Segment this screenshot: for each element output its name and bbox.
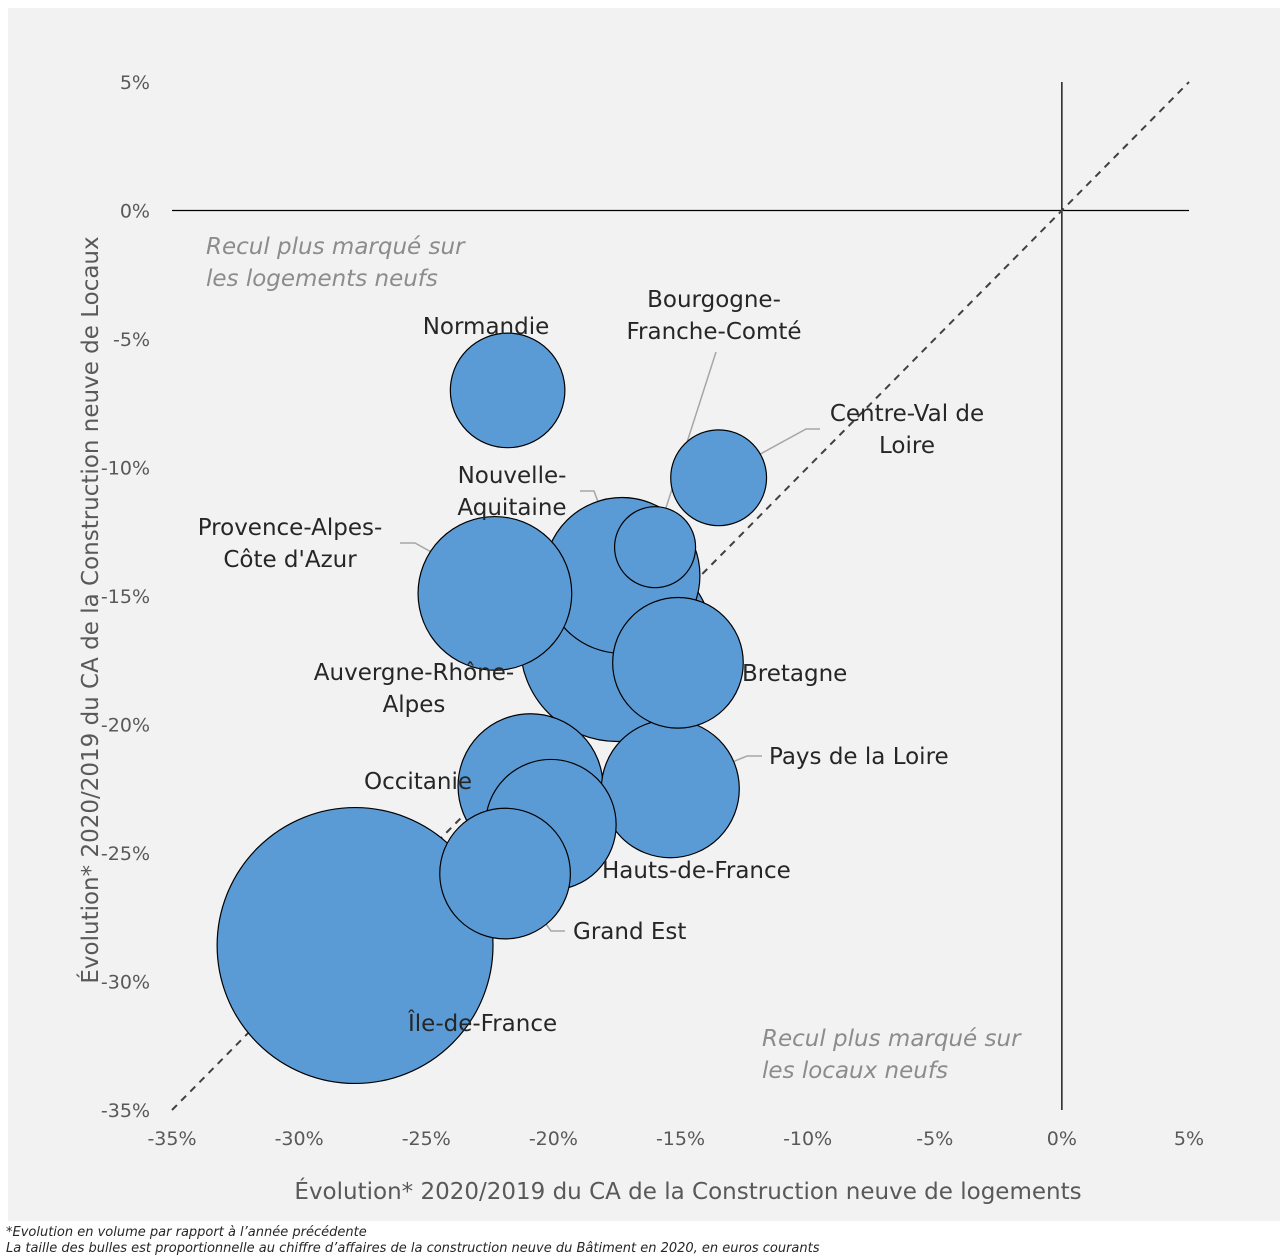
y-tick-label: -30% (101, 972, 150, 994)
region-bubble (216, 806, 494, 1085)
region-label: Occitanie (364, 769, 472, 795)
quadrant-annotation: Recul plus marqué sur (206, 234, 466, 260)
region-label: Aquitaine (457, 495, 566, 521)
footnote-bubble-size: La taille des bulles est proportionnelle… (6, 1241, 820, 1256)
region-bubble (612, 596, 744, 729)
region-label: Grand Est (573, 919, 686, 945)
labels-layer: Normandie Bourgogne- Franche-Comté Centre-V… (198, 287, 984, 1037)
region-label: Côte d'Azur (223, 547, 357, 573)
region-label: Bretagne (742, 661, 847, 687)
x-tick-label: -25% (402, 1128, 451, 1150)
region-bubble (449, 332, 566, 449)
ticks-layer: -35% -30% -25% -20% -15% -10% -5% 0% 5% 5% 0% -5% -1… (101, 72, 1204, 1150)
axes-layer (171, 81, 1190, 1111)
y-tick-label: -10% (101, 458, 150, 480)
x-tick-label: -20% (529, 1128, 578, 1150)
annotations-layer: Recul plus marqué sur les logements neufs… (206, 234, 1022, 1084)
y-axis-title: Évolution* 2020/2019 du CA de la Constru… (76, 236, 104, 983)
region-label: Centre-Val de (830, 401, 984, 427)
region-label: Franche-Comté (626, 319, 801, 345)
x-tick-label: -15% (656, 1128, 705, 1150)
region-label: Provence-Alpes- (198, 515, 383, 541)
region-label: Hauts-de-France (602, 858, 791, 884)
region-label: Alpes (383, 692, 446, 718)
region-label: Pays de la Loire (769, 744, 949, 770)
x-tick-label: 0% (1047, 1128, 1077, 1150)
quadrant-annotation: Recul plus marqué sur (762, 1026, 1022, 1052)
y-tick-label: -20% (101, 715, 150, 737)
quadrant-annotation: les locaux neufs (762, 1058, 948, 1084)
region-bubble (417, 515, 573, 671)
y-tick-label: 5% (120, 72, 150, 94)
region-label: Loire (879, 433, 935, 459)
region-bubble (670, 429, 768, 527)
x-tick-label: 5% (1174, 1128, 1204, 1150)
region-bubble (600, 719, 740, 859)
y-tick-label: -25% (101, 843, 150, 865)
region-label: Île-de-France (407, 1009, 557, 1037)
footnote-volume: *Evolution en volume par rapport à l’ann… (6, 1225, 367, 1240)
x-tick-label: -35% (147, 1128, 196, 1150)
region-label: Normandie (423, 314, 550, 340)
x-tick-label: -10% (783, 1128, 832, 1150)
region-label: Nouvelle- (458, 463, 567, 489)
y-tick-label: -15% (101, 586, 150, 608)
y-tick-label: 0% (120, 201, 150, 223)
x-axis-title: Évolution* 2020/2019 du CA de la Constru… (294, 1177, 1081, 1205)
x-tick-label: -30% (275, 1128, 324, 1150)
region-label: Auvergne-Rhône- (314, 660, 514, 686)
region-bubble (439, 807, 571, 940)
x-tick-label: -5% (916, 1128, 953, 1150)
y-tick-label: -35% (101, 1100, 150, 1122)
y-tick-label: -5% (113, 329, 150, 351)
region-label: Bourgogne- (647, 287, 781, 313)
bubbles-layer (216, 332, 768, 1085)
region-bubble (613, 506, 697, 589)
quadrant-annotation: les logements neufs (206, 266, 438, 292)
